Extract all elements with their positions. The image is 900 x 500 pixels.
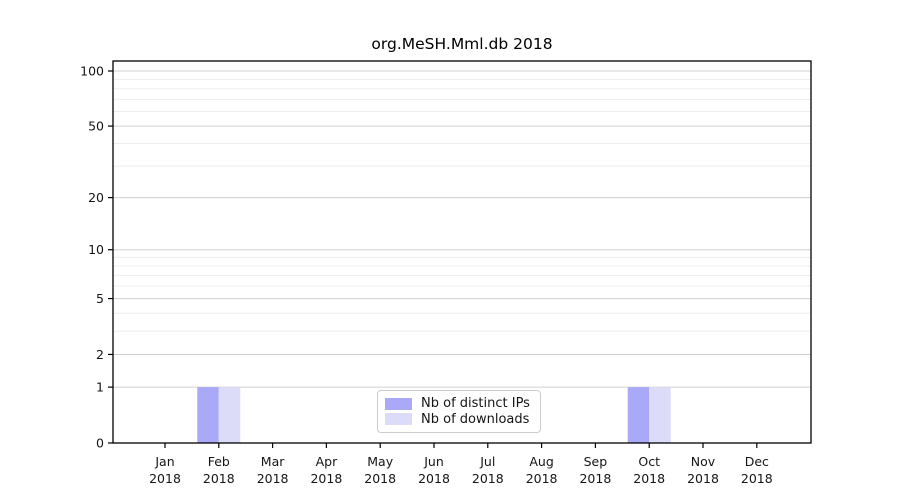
x-axis-tick-label-year: 2018 <box>418 471 450 486</box>
y-axis-tick-label: 20 <box>88 190 104 205</box>
x-axis-tick-label-month: Sep <box>584 454 608 469</box>
x-axis-tick-label-year: 2018 <box>687 471 719 486</box>
y-axis-tick-label: 10 <box>88 242 104 257</box>
x-axis-tick-label-year: 2018 <box>579 471 611 486</box>
x-axis-tick-label-year: 2018 <box>203 471 235 486</box>
bar-distinct-ips <box>627 387 650 443</box>
x-axis-tick-label-year: 2018 <box>310 471 342 486</box>
x-axis-tick-label-year: 2018 <box>633 471 665 486</box>
y-axis-tick-label: 50 <box>88 119 104 134</box>
x-axis-tick-label-month: Apr <box>316 454 338 469</box>
x-axis-tick-label-year: 2018 <box>149 471 181 486</box>
chart-title: org.MeSH.Mml.db 2018 <box>371 35 553 53</box>
legend-item-downloads: Nb of downloads <box>385 412 532 427</box>
x-axis-tick-label-year: 2018 <box>741 471 773 486</box>
legend-item-distinct-ips: Nb of distinct IPs <box>385 396 532 411</box>
legend-swatch-distinct-ips <box>385 397 412 410</box>
legend-swatch-downloads <box>385 413 412 426</box>
x-axis-tick-label-year: 2018 <box>526 471 558 486</box>
x-axis-tick-label-month: Aug <box>529 454 553 469</box>
x-axis-tick-label-month: Feb <box>208 454 230 469</box>
y-axis-tick-label: 5 <box>96 291 104 306</box>
x-axis-tick-label-year: 2018 <box>472 471 504 486</box>
y-axis-tick-label: 1 <box>96 380 104 395</box>
x-axis-tick-label-year: 2018 <box>364 471 396 486</box>
x-axis-tick-label-year: 2018 <box>257 471 289 486</box>
x-axis-tick-label-month: Jul <box>479 454 495 469</box>
axes-spines <box>112 60 812 444</box>
bar-downloads <box>218 387 241 443</box>
bar-distinct-ips <box>197 387 219 443</box>
y-axis-tick-label: 100 <box>80 64 104 79</box>
x-axis-tick-label-month: Nov <box>691 454 716 469</box>
legend-label-distinct-ips: Nb of distinct IPs <box>421 396 530 412</box>
x-axis-tick-label-month: Dec <box>745 454 769 469</box>
y-axis-tick-label: 2 <box>96 347 104 362</box>
x-axis-tick-label-month: Oct <box>638 454 660 469</box>
x-axis-tick-label-month: May <box>367 454 393 469</box>
x-axis-tick-label-month: Jun <box>423 454 444 469</box>
bar-downloads <box>649 387 671 443</box>
x-axis-tick-label-month: Jan <box>154 454 174 469</box>
x-axis-tick-label-month: Mar <box>261 454 285 469</box>
legend: Nb of distinct IPs Nb of downloads <box>377 390 541 433</box>
legend-label-downloads: Nb of downloads <box>421 411 530 427</box>
y-axis-tick-label: 0 <box>96 436 104 451</box>
